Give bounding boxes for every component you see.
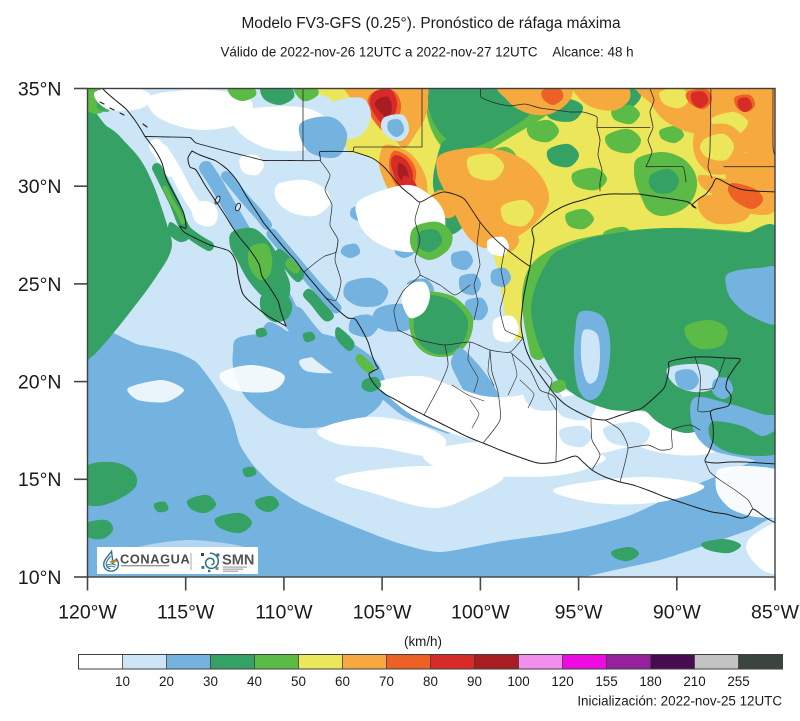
svg-text:35°N: 35°N — [18, 78, 62, 100]
svg-text:155: 155 — [595, 674, 617, 689]
svg-text:100: 100 — [507, 674, 529, 689]
svg-text:Modelo FV3-GFS (0.25°). Pronós: Modelo FV3-GFS (0.25°). Pronóstico de rá… — [241, 15, 621, 32]
svg-text:15°N: 15°N — [18, 469, 62, 491]
svg-text:10: 10 — [115, 674, 130, 689]
svg-text:255: 255 — [727, 674, 749, 689]
svg-text:110°W: 110°W — [255, 602, 313, 624]
svg-text:SMN: SMN — [222, 553, 254, 569]
svg-text:115°W: 115°W — [157, 602, 215, 624]
svg-text:105°W: 105°W — [353, 602, 412, 624]
svg-text:70: 70 — [379, 674, 394, 689]
svg-text:120: 120 — [551, 674, 573, 689]
svg-text:120°W: 120°W — [58, 602, 117, 624]
svg-text:(km/h): (km/h) — [404, 634, 442, 649]
svg-text:50: 50 — [291, 674, 306, 689]
svg-text:10°N: 10°N — [18, 567, 62, 589]
svg-text:Inicialización: 2022-nov-25 12: Inicialización: 2022-nov-25 12UTC — [577, 694, 782, 709]
svg-text:Válido de 2022-nov-26 12UTC a: Válido de 2022-nov-26 12UTC a 2022-nov-2… — [220, 44, 633, 59]
svg-text:20: 20 — [159, 674, 174, 689]
svg-text:180: 180 — [639, 674, 661, 689]
svg-text:90: 90 — [467, 674, 482, 689]
svg-text:30°N: 30°N — [18, 176, 62, 198]
svg-text:210: 210 — [683, 674, 705, 689]
svg-text:25°N: 25°N — [18, 274, 62, 296]
svg-text:85°W: 85°W — [751, 602, 799, 624]
svg-text:CONAGUA: CONAGUA — [120, 552, 190, 567]
svg-text:40: 40 — [247, 674, 262, 689]
svg-text:30: 30 — [203, 674, 218, 689]
svg-text:20°N: 20°N — [18, 372, 62, 394]
svg-text:60: 60 — [335, 674, 350, 689]
svg-text:90°W: 90°W — [653, 602, 701, 624]
svg-text:100°W: 100°W — [451, 602, 510, 624]
svg-text:95°W: 95°W — [555, 602, 603, 624]
svg-text:80: 80 — [423, 674, 438, 689]
